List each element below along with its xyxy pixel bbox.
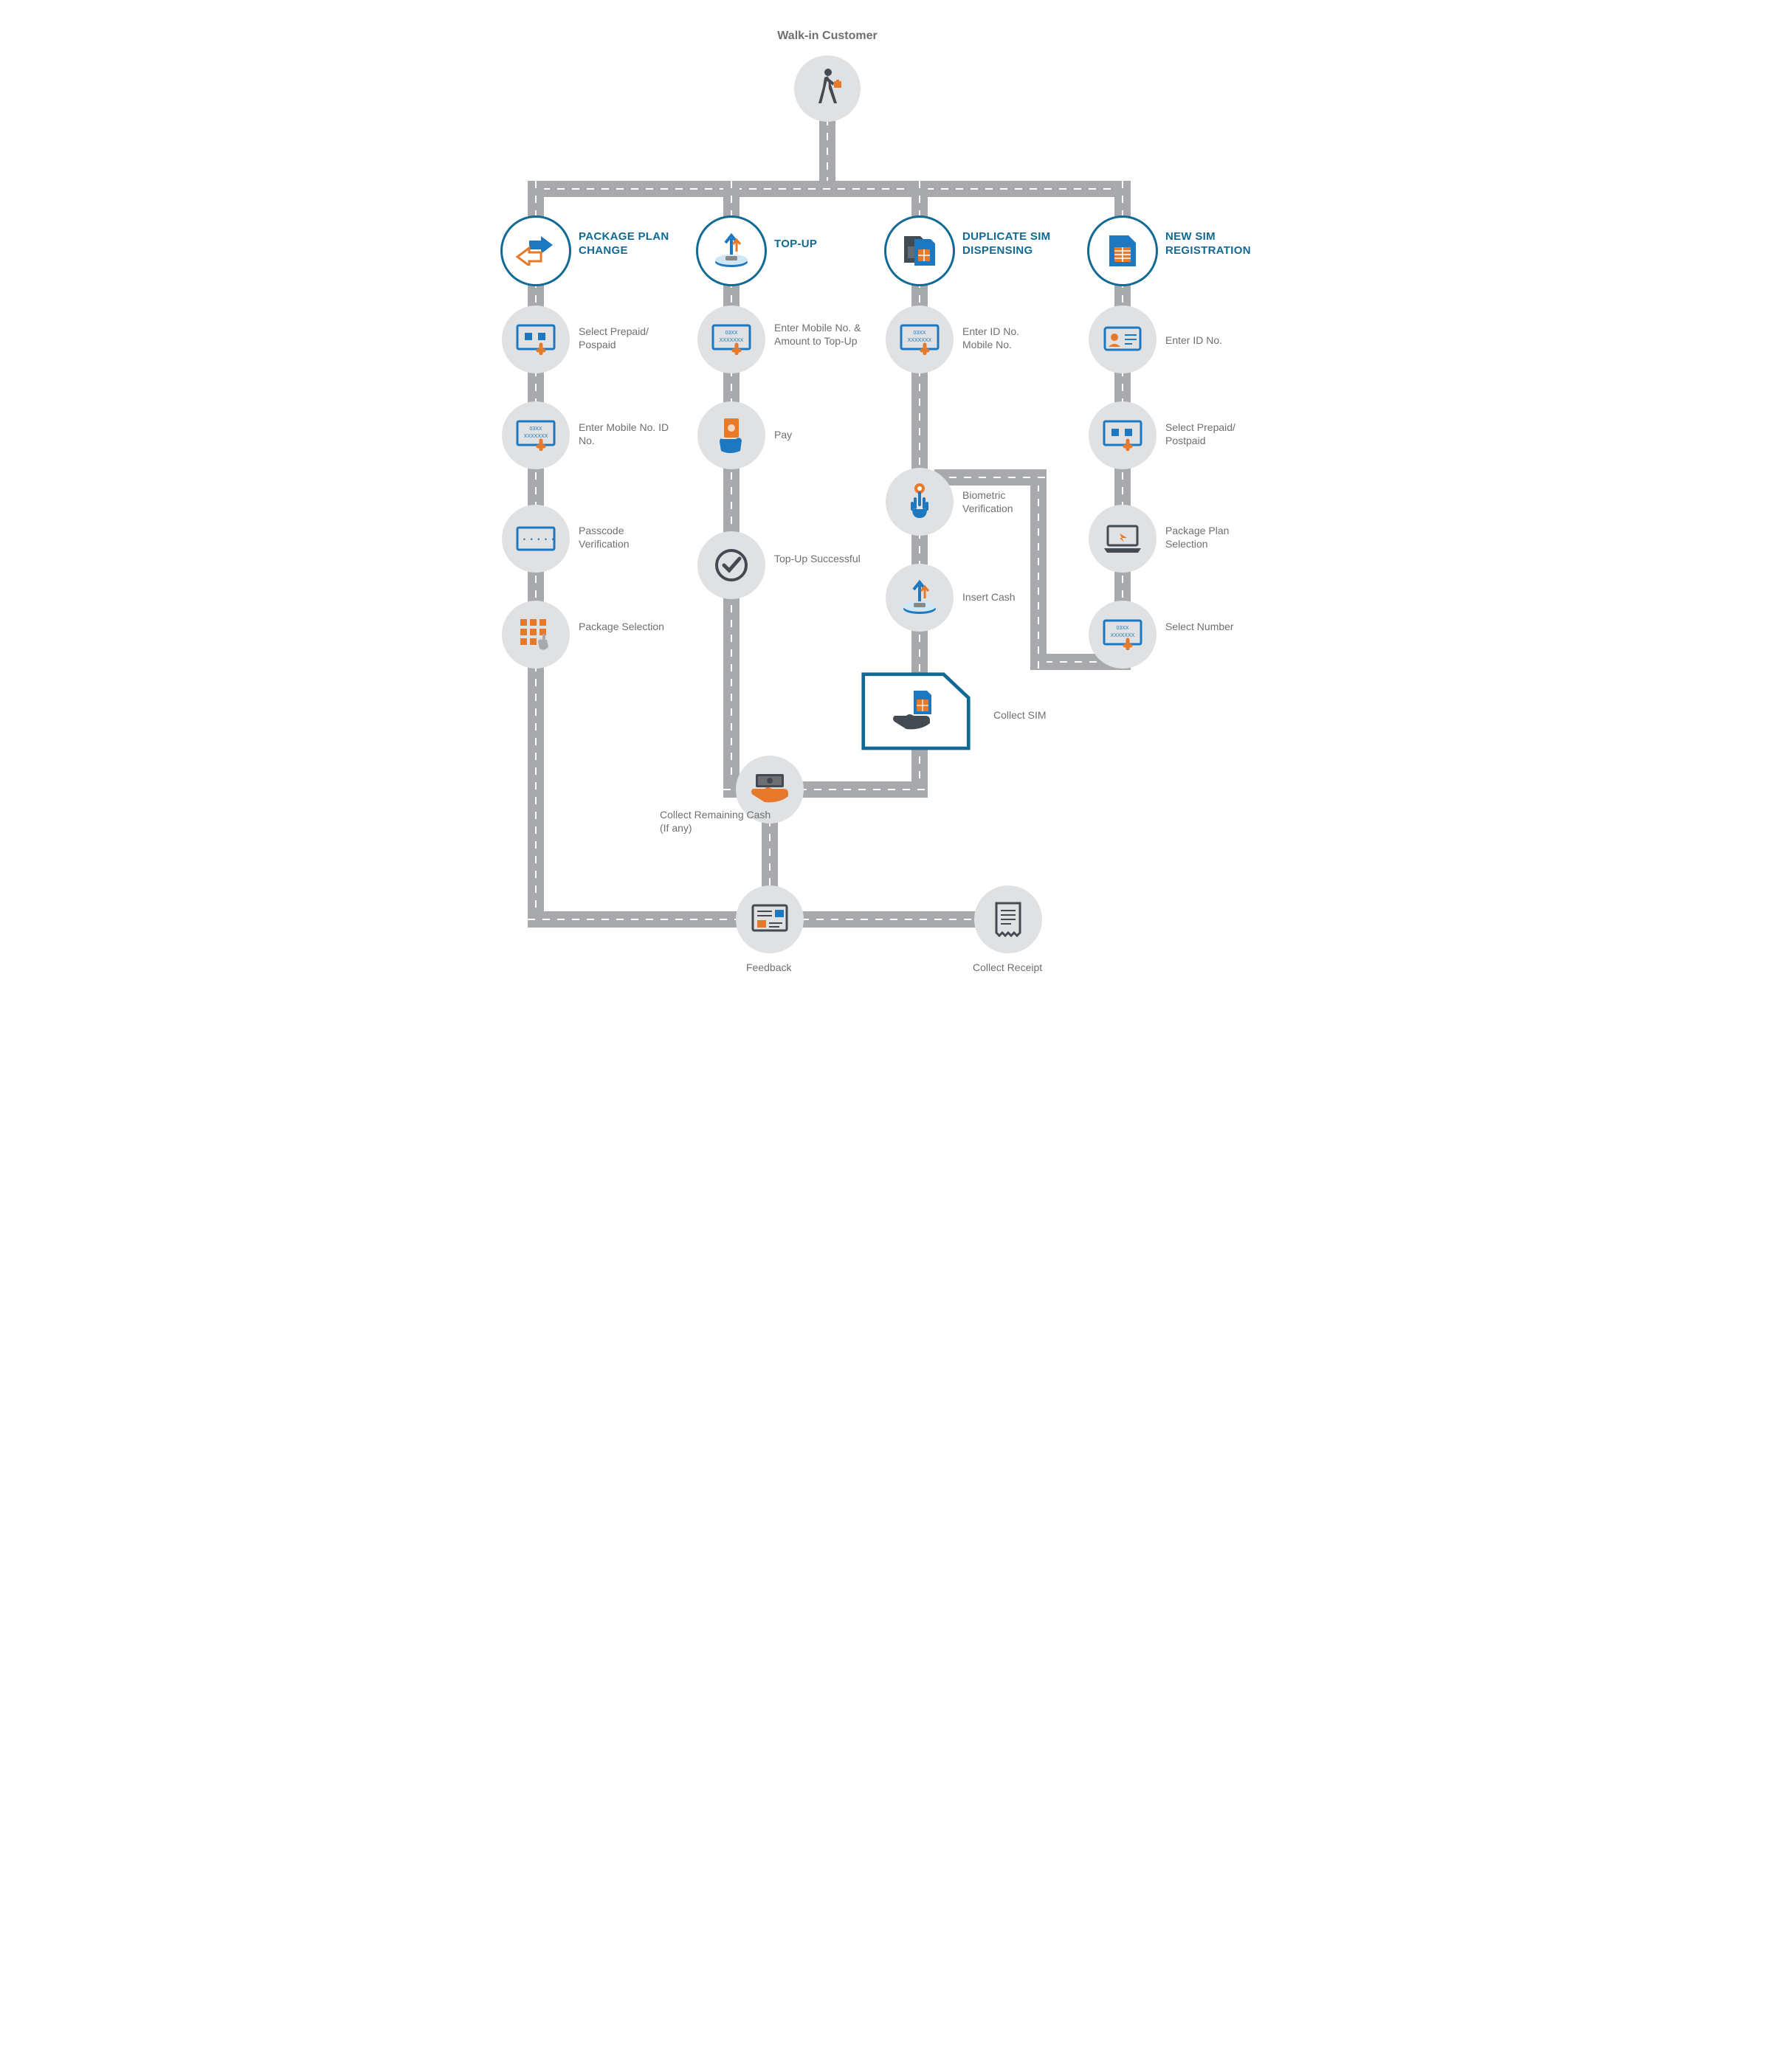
category-package-node: [500, 215, 571, 286]
svg-text:03XX: 03XX: [529, 427, 542, 432]
start-label: Walk-in Customer: [754, 30, 901, 43]
topup-step-2-label: Pay: [774, 428, 792, 441]
svg-text:XXXXXXX: XXXXXXX: [720, 338, 744, 343]
receipt-node: [974, 885, 1042, 953]
dupsim-step-1-node: 03XX XXXXXXX: [886, 305, 954, 373]
category-dupsim-node: [884, 215, 955, 286]
package-step-2-label: Enter Mobile No. ID No.: [579, 421, 682, 447]
package-step-4-node: [502, 601, 570, 669]
svg-text:XXXXXXX: XXXXXXX: [1111, 633, 1135, 638]
topup-step-3-label: Top-Up Successful: [774, 552, 863, 565]
svg-text:03XX: 03XX: [725, 331, 737, 336]
newsim-step-1-node: [1089, 305, 1157, 373]
collect-sim-label: Collect SIM: [993, 708, 1047, 722]
receipt-icon: [993, 900, 1023, 939]
newsim-step-2-node: [1089, 401, 1157, 469]
screen-select-icon: [516, 324, 556, 355]
newsim-step-1-label: Enter ID No.: [1165, 334, 1222, 347]
category-topup-node: [696, 215, 767, 286]
category-newsim-label: NEW SIM REGISTRATION: [1165, 230, 1276, 258]
laptop-icon: [1102, 523, 1143, 554]
category-dupsim-label: DUPLICATE SIM DISPENSING: [962, 230, 1080, 258]
svg-text:XXXXXXX: XXXXXXX: [524, 434, 548, 439]
svg-text:03XX: 03XX: [913, 331, 925, 336]
newsim-step-3-node: [1089, 505, 1157, 573]
dupsim-step-3-node: [886, 564, 954, 632]
topup-step-3-node: [697, 531, 765, 599]
newsim-step-2-label: Select Prepaid/ Postpaid: [1165, 421, 1261, 447]
keypad-icon: [517, 618, 554, 652]
walk-in-customer-node: [794, 55, 861, 122]
screen-select-icon: [1103, 420, 1142, 451]
person-walking-icon: [809, 66, 846, 111]
road: [723, 576, 740, 798]
road: [528, 181, 1131, 197]
dupsim-step-1-label: Enter ID No. Mobile No.: [962, 325, 1051, 351]
road: [819, 118, 835, 188]
fingerprint-touch-icon: [905, 483, 934, 521]
collect-cash-icon: [748, 771, 791, 808]
enter-number-icon: 03XX XXXXXXX: [900, 324, 940, 355]
collect-sim-node: [861, 671, 971, 753]
swap-arrows-icon: [514, 236, 557, 266]
enter-number-icon: 03XX XXXXXXX: [1103, 619, 1142, 650]
newsim-step-4-label: Select Number: [1165, 620, 1254, 633]
feedback-node: [736, 885, 804, 953]
topup-step-1-label: Enter Mobile No. & Amount to Top-Up: [774, 321, 885, 348]
receipt-label: Collect Receipt: [973, 961, 1042, 974]
collect-sim-hand-icon: [890, 686, 942, 738]
category-newsim-node: [1087, 215, 1158, 286]
dupsim-step-2-node: [886, 468, 954, 536]
duplicate-sim-icon: [900, 233, 940, 269]
flowchart-canvas: Walk-in Customer PACKAGE PLAN CHANGE TOP…: [447, 15, 1342, 1033]
check-circle-icon: [713, 547, 750, 584]
category-package-label: PACKAGE PLAN CHANGE: [579, 230, 689, 258]
newsim-step-4-node: 03XX XXXXXXX: [1089, 601, 1157, 669]
topup-step-1-node: 03XX XXXXXXX: [697, 305, 765, 373]
package-step-1-label: Select Prepaid/ Pospaid: [579, 325, 675, 351]
sim-icon: [1106, 232, 1139, 269]
feedback-form-icon: [750, 902, 790, 936]
topup-step-2-node: [697, 401, 765, 469]
dupsim-step-2-label: Biometric Verification: [962, 488, 1051, 515]
package-step-3-label: Passcode Verification: [579, 524, 667, 550]
svg-text:XXXXXXX: XXXXXXX: [908, 338, 932, 343]
package-step-2-node: 03XX XXXXXXX: [502, 401, 570, 469]
newsim-step-3-label: Package Plan Selection: [1165, 524, 1261, 550]
package-step-3-node: • • • • • •: [502, 505, 570, 573]
insert-cash-icon: [899, 579, 940, 616]
package-step-4-label: Package Selection: [579, 620, 667, 633]
topup-icon: [711, 232, 752, 269]
collect-cash-label: Collect Remaining Cash (If any): [660, 808, 778, 835]
enter-number-icon: 03XX XXXXXXX: [516, 420, 556, 451]
passcode-icon: • • • • • •: [516, 525, 556, 553]
feedback-label: Feedback: [746, 961, 791, 974]
svg-text:• • • • • •: • • • • • •: [516, 536, 555, 543]
pay-hand-icon: [715, 417, 748, 454]
enter-number-icon: 03XX XXXXXXX: [711, 324, 751, 355]
road: [528, 664, 544, 928]
category-topup-label: TOP-UP: [774, 238, 817, 252]
dupsim-step-3-label: Insert Cash: [962, 590, 1016, 604]
road: [934, 469, 1047, 486]
svg-text:03XX: 03XX: [1116, 626, 1128, 631]
package-step-1-node: [502, 305, 570, 373]
idcard-icon: [1103, 325, 1142, 354]
